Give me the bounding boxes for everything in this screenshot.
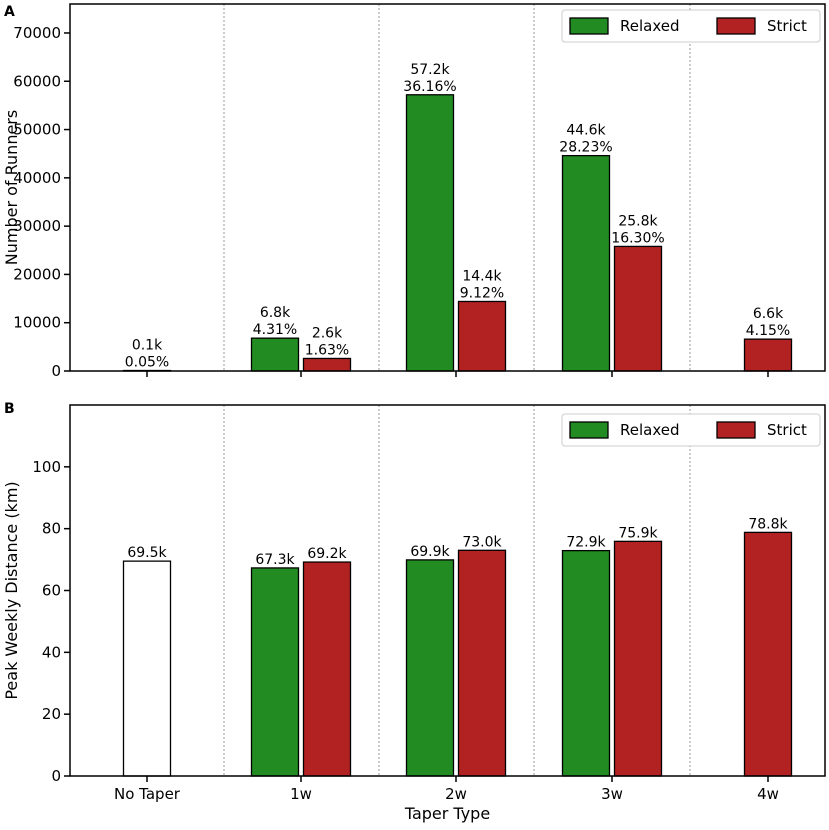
panel-a-data-label: 1.63% <box>305 342 349 358</box>
panel-b-data-label: 69.9k <box>410 544 450 560</box>
panel-b-y-tick-label: 100 <box>32 458 61 476</box>
panel-a-bar-relaxed-2w <box>405 94 455 372</box>
panel-a-data-label: 6.8k <box>260 305 291 321</box>
panel-b-bar-strict-4w <box>743 531 793 777</box>
panel-b-data-label: 72.9k <box>566 535 606 551</box>
panel-a-y-tick-label: 50000 <box>13 121 61 139</box>
panel-a-data-label: 36.16% <box>403 79 456 95</box>
panel-a-data-label: 2.6k <box>312 325 343 341</box>
panel-a-legend-swatch-strict <box>716 17 756 35</box>
panel-b-bar-no-taper-no-taper <box>122 560 172 777</box>
panel-b-x-tick-label: 2w <box>445 785 467 803</box>
panel-a-y-axis-label: Number of Runners <box>2 110 21 265</box>
panel-a-y-tick-label: 40000 <box>13 169 61 187</box>
panel-a-bar-relaxed-3w <box>561 154 611 372</box>
panel-a-y-tick-label: 0 <box>51 362 61 380</box>
panel-a-bar-relaxed-1w <box>250 337 300 372</box>
panel-b-legend-label-relaxed: Relaxed <box>620 421 680 439</box>
panel-a-legend-swatch-relaxed <box>569 17 609 35</box>
panel-a-data-label: 28.23% <box>559 140 612 156</box>
panel-a-bar-strict-1w <box>302 357 352 372</box>
panel-a-data-label: 0.1k <box>132 338 163 354</box>
panel-a-data-label: 16.30% <box>611 230 664 246</box>
panel-b-y-tick-label: 20 <box>42 705 61 723</box>
panel-a-data-label: 6.6k <box>753 306 784 322</box>
panel-b-legend-swatch-strict <box>716 421 756 439</box>
panel-a-bar-strict-2w <box>457 300 507 372</box>
panel-b-x-tick-label: 4w <box>757 785 779 803</box>
panel-a-data-label: 4.15% <box>746 323 790 339</box>
panel-b-bar-strict-3w <box>613 540 663 777</box>
panel-b-bar-relaxed-3w <box>561 549 611 777</box>
panel-b-x-axis-label: Taper Type <box>404 804 490 823</box>
panel-b-y-axis-label: Peak Weekly Distance (km) <box>2 481 21 699</box>
panel-b-legend-swatch-relaxed <box>569 421 609 439</box>
panel-b-y-tick-label: 40 <box>42 643 61 661</box>
panel-a-y-tick-label: 70000 <box>13 24 61 42</box>
panel-a-data-label: 44.6k <box>566 123 606 139</box>
panel-b-x-tick-label: 3w <box>601 785 623 803</box>
panel-a-data-label: 25.8k <box>618 213 658 229</box>
panel-a-bar-strict-4w <box>743 338 793 372</box>
panel-a-bar-strict-3w <box>613 245 663 372</box>
panel-b-bar-strict-1w <box>302 561 352 777</box>
panel-b-bar-relaxed-1w <box>250 567 300 777</box>
panel-b-data-label: 73.0k <box>462 534 502 550</box>
panel-a-data-label: 9.12% <box>460 285 504 301</box>
panel-b-legend-label-strict: Strict <box>767 421 807 439</box>
panel-a-axes-frame <box>69 3 826 372</box>
panel-b-data-label: 75.9k <box>618 525 658 541</box>
panel-b-data-label: 67.3k <box>255 552 295 568</box>
panel-a-y-tick-label: 20000 <box>13 265 61 283</box>
panel-b-bar-strict-2w <box>457 549 507 777</box>
panel-a-letter: A <box>4 4 15 20</box>
panel-a-data-label: 0.05% <box>125 355 169 371</box>
panel-b-data-label: 78.8k <box>748 516 788 532</box>
panel-b-data-label: 69.5k <box>127 545 167 561</box>
panel-a-data-label: 14.4k <box>462 268 502 284</box>
panel-a-y-tick-label: 30000 <box>13 217 61 235</box>
panel-b-y-tick-label: 80 <box>42 520 61 538</box>
panel-a-y-tick-label: 60000 <box>13 72 61 90</box>
panel-a-data-label: 57.2k <box>410 62 450 78</box>
panel-b-y-tick-label: 60 <box>42 582 61 600</box>
panel-b-x-tick-label: No Taper <box>114 785 181 803</box>
panel-a-legend-label-strict: Strict <box>767 17 807 35</box>
panel-a-y-tick-label: 10000 <box>13 314 61 332</box>
panel-b-letter: B <box>4 401 15 417</box>
panel-b-data-label: 69.2k <box>307 546 347 562</box>
panel-b-y-tick-label: 0 <box>51 767 61 785</box>
panel-b-x-tick-label: 1w <box>290 785 312 803</box>
panel-b-bar-relaxed-2w <box>405 559 455 777</box>
panel-a-data-label: 4.31% <box>253 322 297 338</box>
panel-a-legend-label-relaxed: Relaxed <box>620 17 680 35</box>
